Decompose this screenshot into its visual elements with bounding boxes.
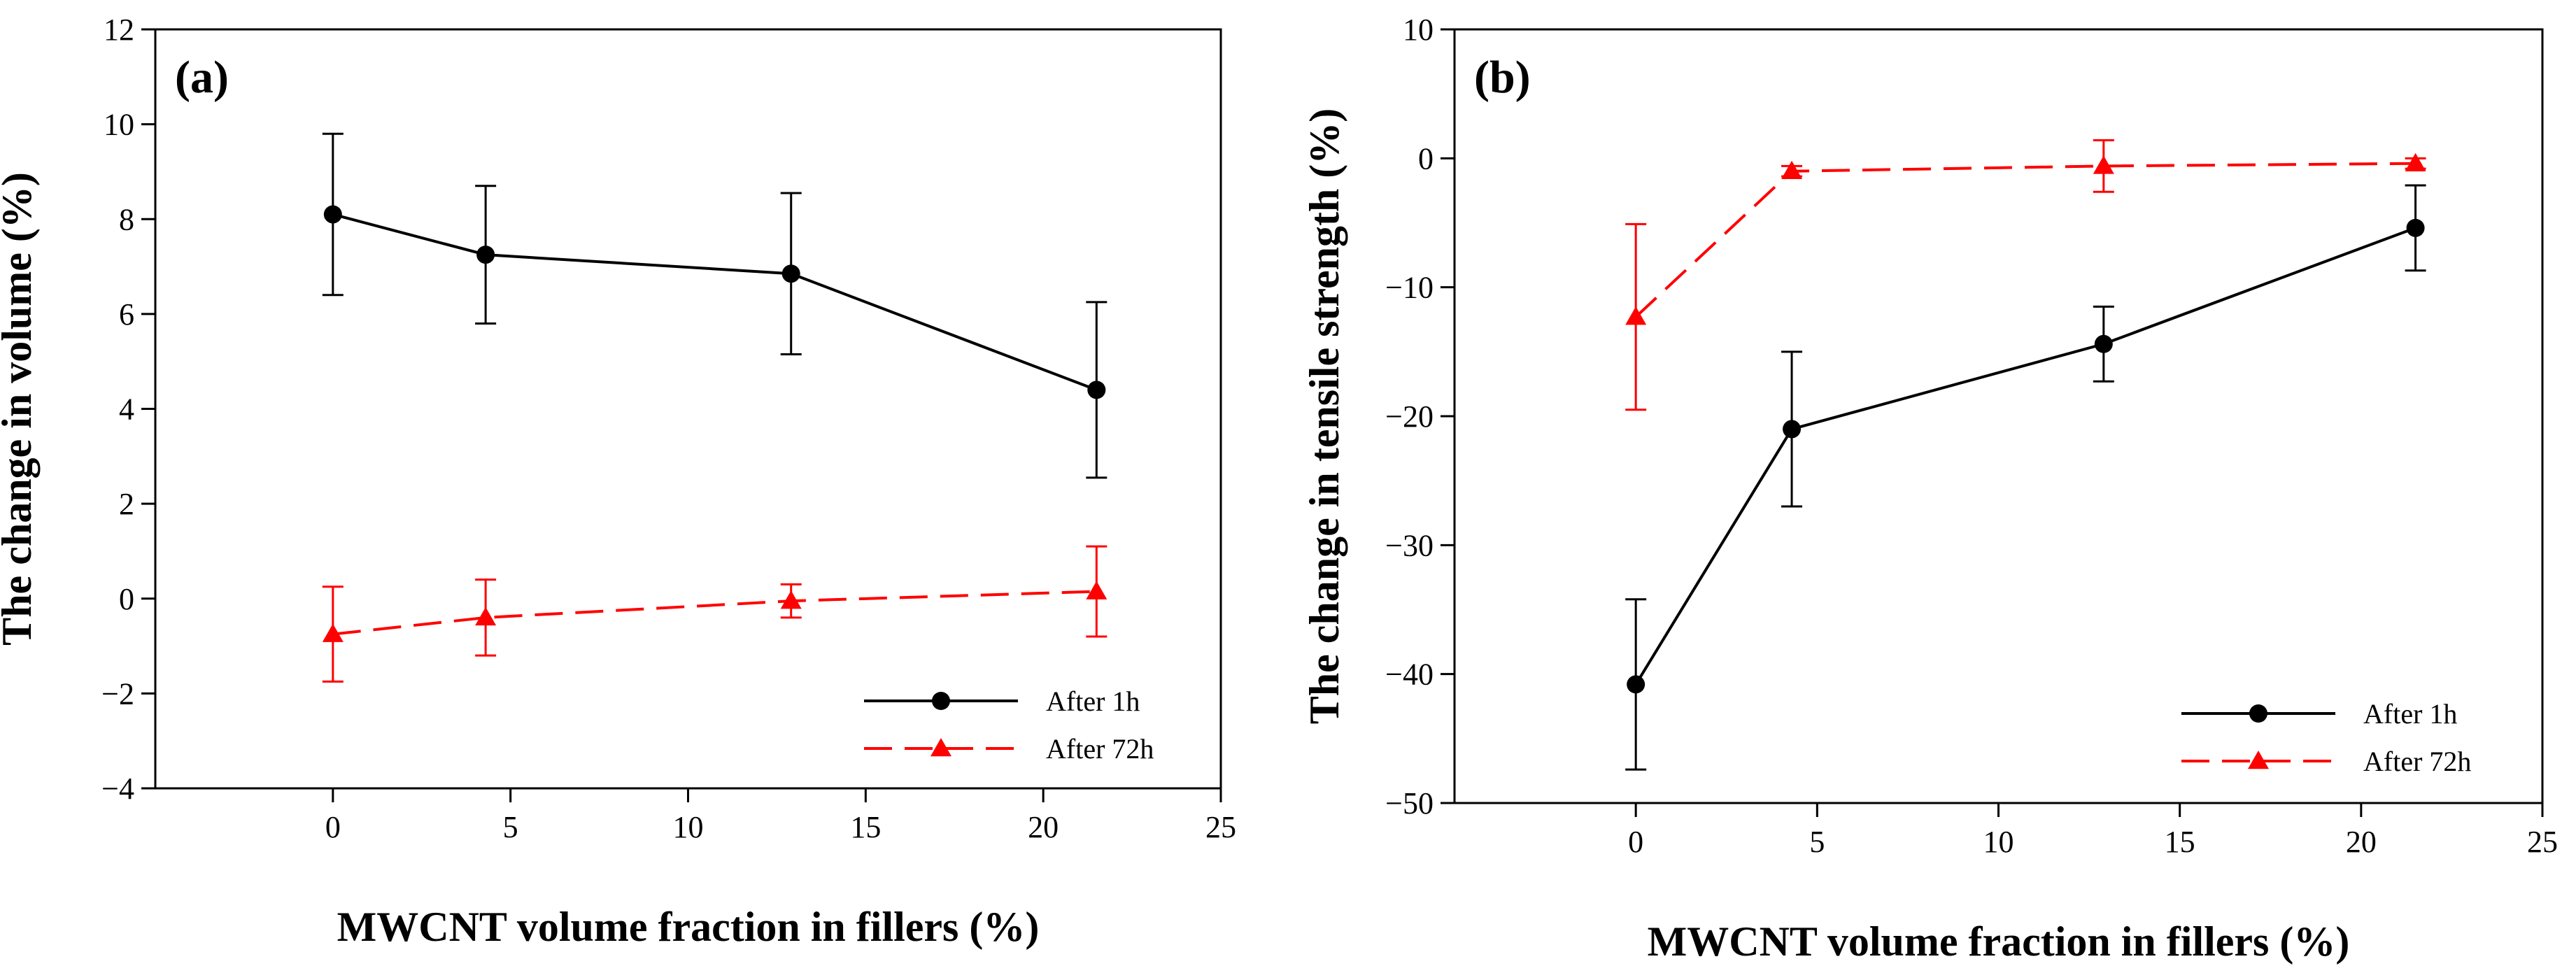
y-tick-label: 4 <box>119 392 134 427</box>
data-point <box>2405 152 2426 171</box>
plot-frame <box>154 28 1222 790</box>
series-after-1h: After 1h <box>322 132 1140 717</box>
x-tick-label: 20 <box>1028 810 1059 844</box>
y-tick-label: −50 <box>1385 786 1434 821</box>
y-tick-label: 0 <box>1418 141 1434 176</box>
data-point <box>1087 381 1106 399</box>
y-tick-label: −30 <box>1385 528 1434 562</box>
data-point <box>1086 581 1107 599</box>
panel-label: (a) <box>175 52 229 103</box>
y-tick-label: −40 <box>1385 658 1434 692</box>
data-point <box>2406 218 2425 237</box>
legend-marker <box>930 738 951 757</box>
y-axis-title: The change in volume (%) <box>0 172 40 646</box>
legend-label: After 1h <box>1046 686 1140 717</box>
data-point <box>476 246 495 264</box>
data-point <box>1783 420 1802 439</box>
series-line <box>1634 162 2416 318</box>
panel-label: (b) <box>1474 52 1531 103</box>
y-tick-label: 2 <box>119 487 134 521</box>
y-tick-label: 10 <box>104 108 134 142</box>
chart-panel-b: −50 −40 −30 −20 −10 0 10 0 5 10 15 20 25 MWCNT volume… <box>1301 13 2558 965</box>
x-tick-label: 10 <box>1983 825 2014 859</box>
series-line <box>332 213 1098 392</box>
x-tick-label: 15 <box>2165 825 2195 859</box>
y-tick-label: 8 <box>119 202 134 236</box>
x-tick-label: 10 <box>673 810 704 844</box>
data-point <box>323 205 342 224</box>
x-tick-label: 20 <box>2346 825 2377 859</box>
series-after-72h: After 72h <box>322 545 1154 765</box>
legend-label: After 72h <box>1046 733 1154 765</box>
y-tick-label: −4 <box>101 772 134 806</box>
y-tick-label: 6 <box>119 297 134 332</box>
x-tick-label: 25 <box>1205 810 1236 844</box>
series-after-72h: After 72h <box>1625 139 2471 777</box>
legend-marker <box>932 692 950 710</box>
x-axis-title: MWCNT volume fraction in fillers (%) <box>337 904 1040 950</box>
plot-frame <box>1453 28 2544 804</box>
data-point <box>2094 334 2113 353</box>
x-tick-label: 5 <box>503 810 518 844</box>
data-point <box>1627 675 1646 694</box>
series-line <box>1634 226 2416 686</box>
x-tick-label: 0 <box>1628 825 1643 859</box>
x-tick-label: 5 <box>1809 825 1825 859</box>
data-point <box>780 590 802 609</box>
y-tick-label: −2 <box>101 676 134 711</box>
legend-marker <box>2249 704 2267 723</box>
y-tick-label: 12 <box>104 13 134 47</box>
y-tick-label: −10 <box>1385 271 1434 305</box>
x-tick-label: 25 <box>2527 825 2558 859</box>
y-tick-label: −20 <box>1385 399 1434 434</box>
x-tick-label: 0 <box>325 810 341 844</box>
series-after-1h: After 1h <box>1625 184 2457 771</box>
legend-label: After 1h <box>2363 698 2457 730</box>
data-point <box>1625 306 1647 325</box>
x-axis-title: MWCNT volume fraction in fillers (%) <box>1648 918 2350 965</box>
data-point <box>475 606 497 626</box>
data-point <box>1781 160 1803 180</box>
data-point <box>781 264 800 283</box>
y-tick-label: 10 <box>1403 13 1434 47</box>
data-point <box>322 623 344 642</box>
data-point <box>2093 155 2114 174</box>
y-tick-label: 0 <box>119 582 134 616</box>
legend-label: After 72h <box>2363 746 2471 777</box>
chart-panel-a: −4 −2 0 2 4 6 8 10 12 0 5 10 15 20 25 MWCNT volume frac… <box>0 13 1236 950</box>
x-tick-label: 15 <box>850 810 881 844</box>
legend-marker <box>2248 751 2269 769</box>
y-axis-title: The change in tensile strength (%) <box>1301 108 1347 725</box>
series-line <box>332 590 1097 636</box>
